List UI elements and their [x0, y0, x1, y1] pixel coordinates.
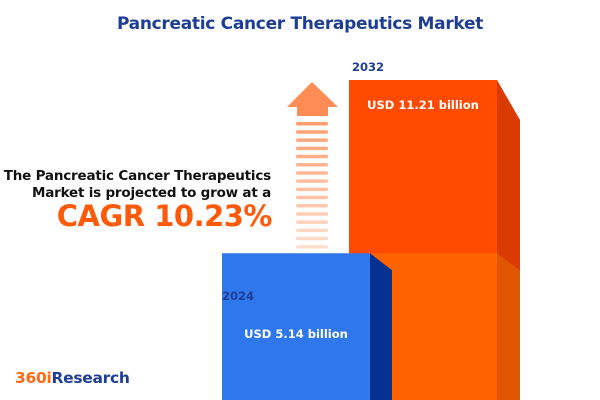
arrow-stripe — [296, 138, 328, 142]
year-label-2024: 2024 — [222, 289, 255, 303]
arrow-stripe — [296, 195, 328, 200]
chart-title: Pancreatic Cancer Therapeutics Market — [116, 14, 484, 34]
cagr-value: CAGR 10.23% — [56, 199, 273, 233]
arrow-stripe — [296, 146, 328, 151]
bar-2024-side — [370, 253, 392, 400]
arrow-stripe — [296, 187, 328, 192]
arrow-stripe — [296, 171, 328, 175]
arrow-stripe — [296, 236, 328, 241]
year-label-2032: 2032 — [352, 60, 385, 74]
bar-2032-lower-side — [497, 253, 520, 400]
arrow-stripe — [296, 220, 328, 224]
logo: 360iResearch — [15, 369, 130, 387]
description-line-2: Market is projected to grow at a — [31, 185, 271, 201]
logo-part-2: Research — [51, 369, 130, 387]
logo-part-1: 360i — [15, 369, 52, 387]
arrow-stripe — [296, 130, 328, 134]
arrow-stripe — [296, 204, 328, 208]
arrow-stripe — [296, 228, 328, 233]
arrow-head — [287, 82, 338, 116]
data-label-2024: USD 5.14 billion — [244, 327, 348, 341]
arrow-stripe — [296, 163, 328, 167]
data-label-2032: USD 11.21 billion — [367, 98, 479, 112]
description-line-1: The Pancreatic Cancer Therapeutics — [3, 168, 271, 184]
arrow-stripe — [296, 122, 328, 126]
arrow-stripe — [296, 245, 328, 249]
arrow-stripe — [296, 212, 328, 216]
arrow-stripe — [296, 179, 328, 183]
cagr-description: The Pancreatic Cancer Therapeutics Marke… — [4, 168, 271, 202]
bar-2024 — [222, 253, 370, 400]
arrow-stripe — [296, 154, 328, 159]
